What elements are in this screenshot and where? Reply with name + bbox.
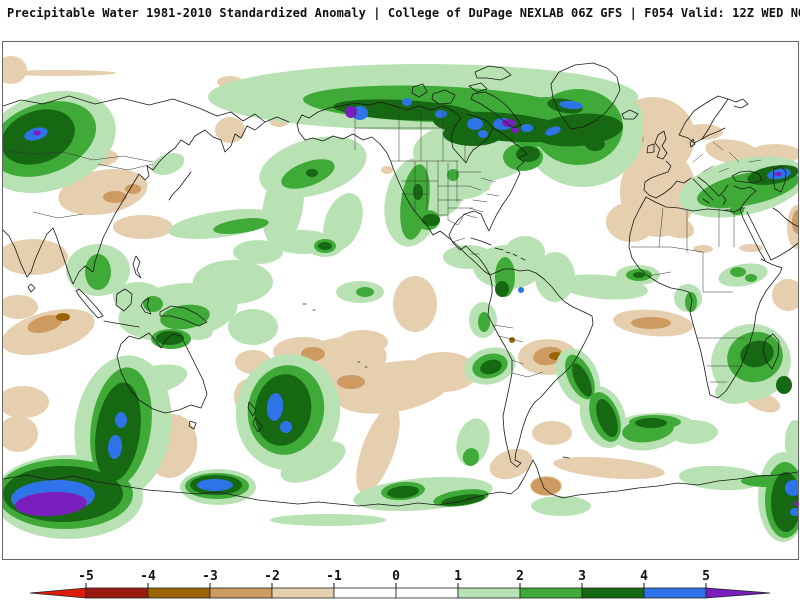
colorbar-tick-label: -4 bbox=[140, 569, 156, 584]
colorbar-tick-label: 3 bbox=[578, 569, 586, 584]
colorbar-tick-label: 0 bbox=[392, 569, 400, 584]
colorbar-tick-label: 2 bbox=[516, 569, 524, 584]
coastlines-layer bbox=[3, 62, 798, 507]
colorbar-segment bbox=[147, 587, 211, 599]
colorbar-tick-label: 4 bbox=[640, 569, 648, 584]
colorbar-tick-label: -1 bbox=[326, 569, 342, 584]
anomaly-purple-layer bbox=[15, 106, 798, 517]
colorbar-segment bbox=[209, 587, 273, 599]
colorbar-segment bbox=[519, 587, 583, 599]
colorbar-tick-label: 5 bbox=[702, 569, 710, 584]
colorbar-segment bbox=[271, 587, 335, 599]
world-map-svg bbox=[3, 56, 798, 542]
colorbar-segment bbox=[85, 587, 149, 599]
map-frame bbox=[2, 41, 799, 560]
colorbar-tick-label: 1 bbox=[454, 569, 462, 584]
colorbar-arrow-left bbox=[29, 587, 87, 599]
colorbar-tick-label: -3 bbox=[202, 569, 218, 584]
page-title: Precipitable Water 1981-2010 Standardize… bbox=[7, 6, 800, 20]
colorbar-segment bbox=[581, 587, 645, 599]
colorbar-segment bbox=[395, 587, 459, 599]
colorbar-arrow-right bbox=[705, 587, 771, 599]
colorbar: -5 -4 -3 -2 -1 0 1 2 3 4 5 bbox=[0, 560, 800, 600]
colorbar-segment bbox=[457, 587, 521, 599]
colorbar-tick-label: -2 bbox=[264, 569, 280, 584]
borders-layer bbox=[3, 104, 762, 383]
colorbar-svg: -5 -4 -3 -2 -1 0 1 2 3 4 5 bbox=[29, 569, 771, 599]
colorbar-tick-label: -5 bbox=[78, 569, 94, 584]
colorbar-segment bbox=[333, 587, 397, 599]
colorbar-segment bbox=[643, 587, 707, 599]
